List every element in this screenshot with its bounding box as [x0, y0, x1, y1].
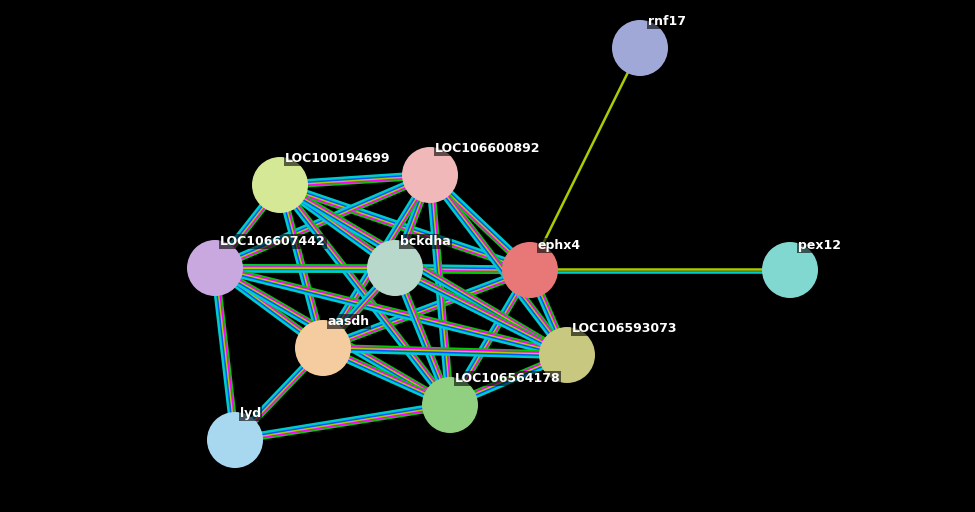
Text: LOC106593073: LOC106593073 — [572, 322, 678, 335]
Text: pex12: pex12 — [798, 239, 841, 252]
Text: lyd: lyd — [240, 407, 261, 420]
Text: rnf17: rnf17 — [648, 15, 686, 28]
Text: LOC106564178: LOC106564178 — [455, 372, 561, 385]
Ellipse shape — [762, 242, 818, 298]
Ellipse shape — [252, 157, 308, 213]
Ellipse shape — [539, 327, 595, 383]
Text: bckdha: bckdha — [400, 235, 450, 248]
Text: aasdh: aasdh — [328, 315, 370, 328]
Text: LOC106607442: LOC106607442 — [220, 235, 326, 248]
Ellipse shape — [295, 320, 351, 376]
Ellipse shape — [207, 412, 263, 468]
Ellipse shape — [612, 20, 668, 76]
Text: LOC106600892: LOC106600892 — [435, 142, 540, 155]
Ellipse shape — [367, 240, 423, 296]
Text: LOC100194699: LOC100194699 — [285, 152, 391, 165]
Ellipse shape — [402, 147, 458, 203]
Text: ephx4: ephx4 — [538, 239, 581, 252]
Ellipse shape — [502, 242, 558, 298]
Ellipse shape — [187, 240, 243, 296]
Ellipse shape — [422, 377, 478, 433]
